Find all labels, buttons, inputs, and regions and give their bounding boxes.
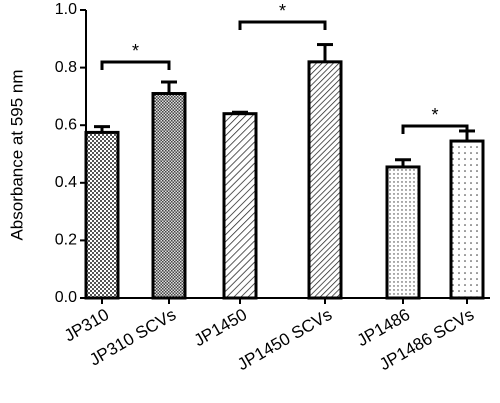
- significance-bracket: [401, 124, 469, 134]
- x-tick-label: JP310: [61, 305, 112, 346]
- y-tick-label: 0.0: [55, 289, 77, 306]
- x-tick-label: JP1450: [191, 305, 250, 350]
- bar: [84, 130, 120, 300]
- significance-mark: *: [132, 41, 139, 61]
- bar: [307, 60, 343, 300]
- significance-bracket: [100, 60, 171, 70]
- y-tick-label: 1.0: [55, 1, 77, 18]
- significance-mark: *: [279, 1, 286, 21]
- bar: [222, 112, 258, 300]
- significance-mark: *: [431, 105, 438, 125]
- bar: [449, 139, 485, 300]
- x-tick-label: JP1450 SCVs: [234, 305, 335, 374]
- bar: [151, 92, 187, 300]
- y-tick-label: 0.8: [55, 59, 77, 76]
- y-tick-label: 0.6: [55, 116, 77, 133]
- y-tick-label: 0.4: [55, 174, 77, 191]
- y-axis-label: Absorbance at 595 nm: [7, 69, 26, 240]
- y-tick-label: 0.2: [55, 232, 77, 249]
- bar: [385, 165, 421, 300]
- significance-bracket: [238, 20, 327, 30]
